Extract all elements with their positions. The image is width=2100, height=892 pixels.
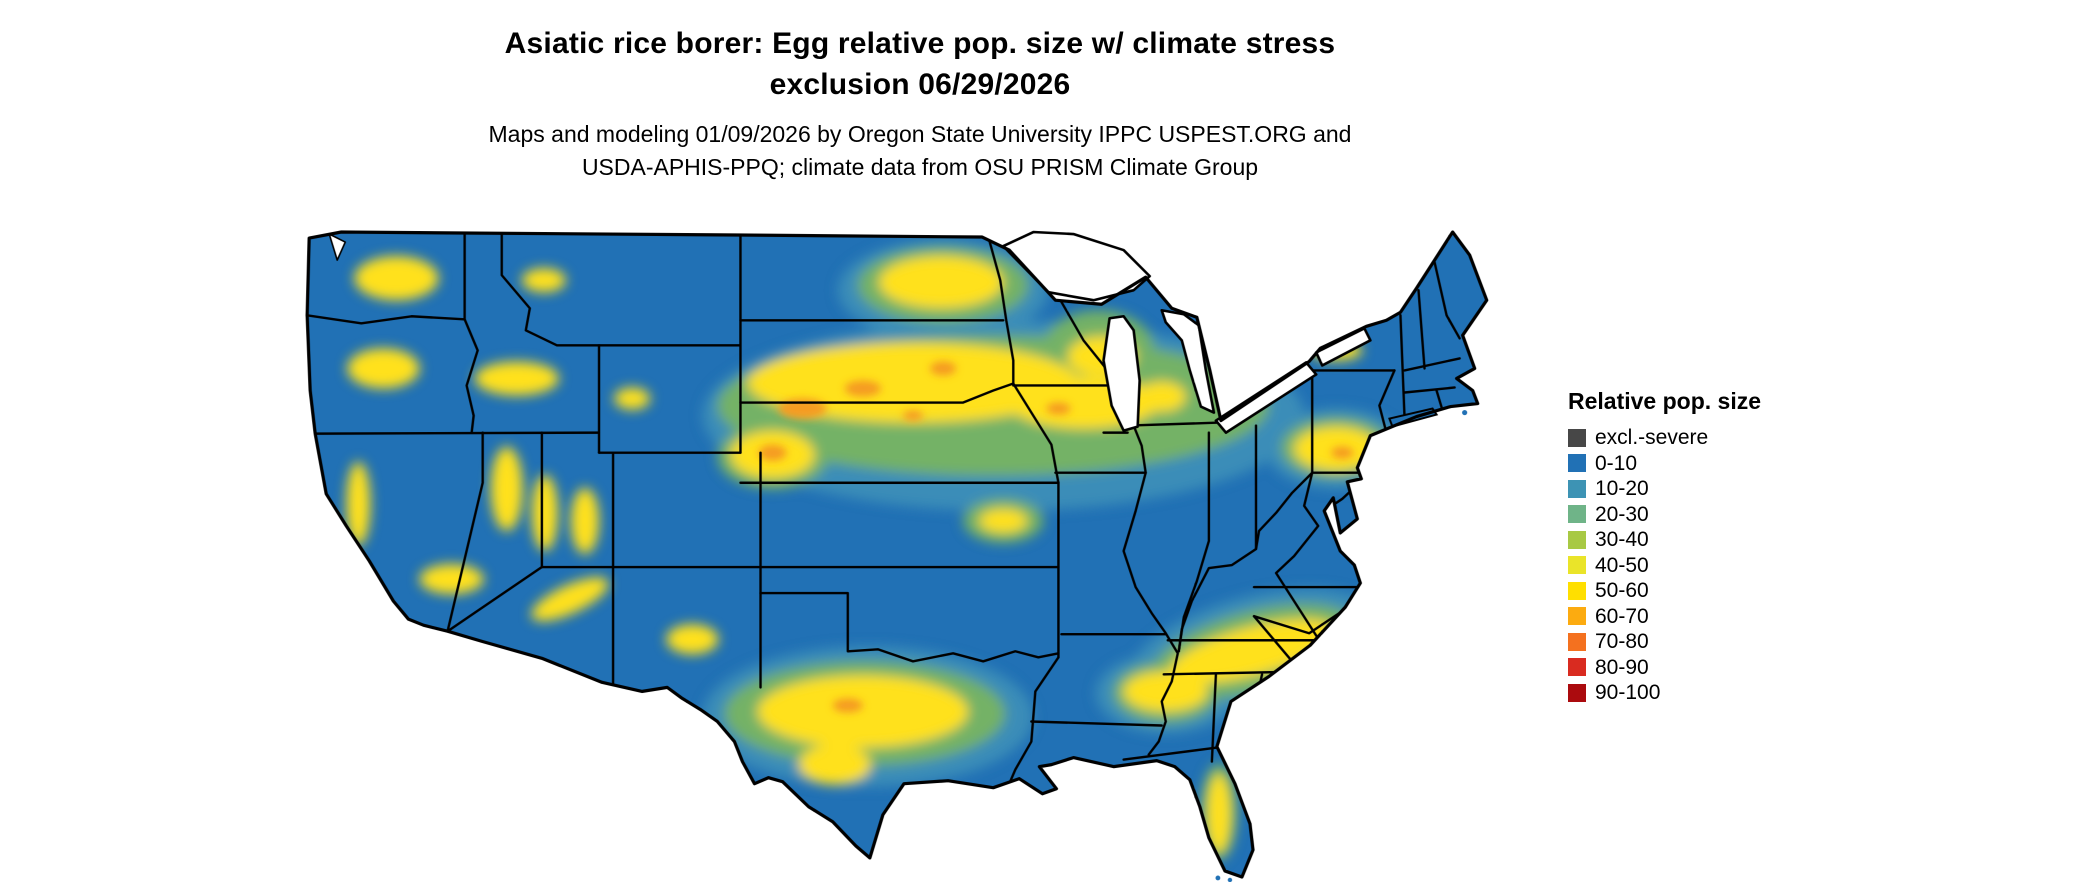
title-line-1: Asiatic rice borer: Egg relative pop. si… bbox=[504, 27, 1336, 60]
legend-item: 10-20 bbox=[1568, 476, 1828, 502]
legend-item: 80-90 bbox=[1568, 655, 1828, 681]
legend-item: 70-80 bbox=[1568, 629, 1828, 655]
florida-keys bbox=[1227, 877, 1233, 883]
figure-title: Asiatic rice borer: Egg relative pop. si… bbox=[120, 24, 1720, 105]
legend-item-label: 0-10 bbox=[1595, 451, 1638, 475]
legend-item-label: excl.-severe bbox=[1595, 426, 1709, 450]
legend-swatch bbox=[1568, 581, 1586, 600]
legend: Relative pop. size excl.-severe 0-10 10-20… bbox=[1568, 388, 1828, 706]
legend-item: 50-60 bbox=[1568, 578, 1828, 604]
legend-item: excl.-severe bbox=[1568, 425, 1828, 451]
legend-swatch bbox=[1568, 556, 1586, 575]
state-borders bbox=[307, 232, 1461, 785]
legend-item-label: 80-90 bbox=[1595, 655, 1649, 679]
legend-swatch bbox=[1568, 454, 1586, 473]
island-cape-cod bbox=[1462, 409, 1468, 416]
legend-title: Relative pop. size bbox=[1568, 388, 1762, 414]
legend-item: 90-100 bbox=[1568, 680, 1828, 706]
legend-swatch bbox=[1568, 505, 1586, 524]
lake-michigan bbox=[1102, 314, 1141, 432]
legend-item-label: 50-60 bbox=[1595, 579, 1649, 603]
us-map bbox=[298, 220, 1538, 883]
legend-item-label: 60-70 bbox=[1595, 604, 1649, 628]
legend-swatch bbox=[1568, 683, 1586, 702]
legend-item-label: 70-80 bbox=[1595, 630, 1649, 654]
legend-item: 0-10 bbox=[1568, 451, 1828, 477]
legend-swatch bbox=[1568, 607, 1586, 626]
legend-item: 20-30 bbox=[1568, 502, 1828, 528]
legend-item: 30-40 bbox=[1568, 527, 1828, 553]
legend-item-label: 90-100 bbox=[1595, 681, 1661, 705]
puget-sound bbox=[328, 233, 347, 261]
legend-items: excl.-severe 0-10 10-20 20-30 30-40 40-50 50-6… bbox=[1568, 425, 1828, 706]
title-line-2: exclusion 06/29/2026 bbox=[769, 67, 1071, 101]
legend-item-label: 20-30 bbox=[1595, 502, 1649, 526]
legend-item: 40-50 bbox=[1568, 553, 1828, 579]
legend-swatch bbox=[1568, 530, 1586, 549]
subtitle-line-2: USDA-APHIS-PPQ; climate data from OSU PR… bbox=[581, 154, 1259, 181]
figure-subtitle: Maps and modeling 01/09/2026 by Oregon S… bbox=[120, 118, 1720, 185]
great-lakes bbox=[328, 230, 1372, 434]
legend-item-label: 30-40 bbox=[1595, 528, 1649, 552]
lake-huron bbox=[1160, 308, 1216, 414]
legend-swatch bbox=[1568, 658, 1586, 677]
florida-keys bbox=[1215, 875, 1221, 881]
legend-swatch bbox=[1568, 428, 1586, 447]
legend-item-label: 40-50 bbox=[1595, 553, 1649, 577]
us-map-svg bbox=[305, 230, 1489, 883]
legend-item: 60-70 bbox=[1568, 604, 1828, 630]
legend-item-label: 10-20 bbox=[1595, 477, 1649, 501]
legend-swatch bbox=[1568, 479, 1586, 498]
subtitle-line-1: Maps and modeling 01/09/2026 by Oregon S… bbox=[488, 121, 1352, 147]
us-outline-stroke bbox=[305, 230, 1489, 879]
legend-swatch bbox=[1568, 632, 1586, 651]
